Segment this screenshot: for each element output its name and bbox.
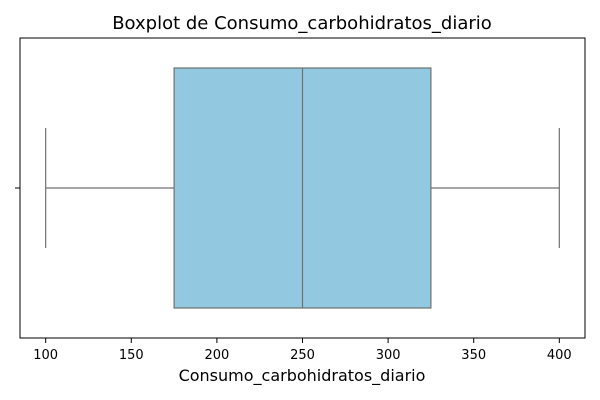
x-axis-label: Consumo_carbohidratos_diario — [179, 366, 426, 386]
x-tick-label: 350 — [461, 348, 486, 363]
chart-title: Boxplot de Consumo_carbohidratos_diario — [112, 13, 492, 34]
x-tick-label: 400 — [547, 348, 572, 363]
x-tick-label: 100 — [33, 348, 58, 363]
x-tick-label: 300 — [376, 348, 401, 363]
plot-area — [45, 67, 560, 309]
x-tick-label: 150 — [119, 348, 144, 363]
x-axis: 100 150 200 250 300 350 400 — [33, 338, 572, 363]
x-tick-label: 250 — [290, 348, 315, 363]
x-tick-label: 200 — [204, 348, 229, 363]
